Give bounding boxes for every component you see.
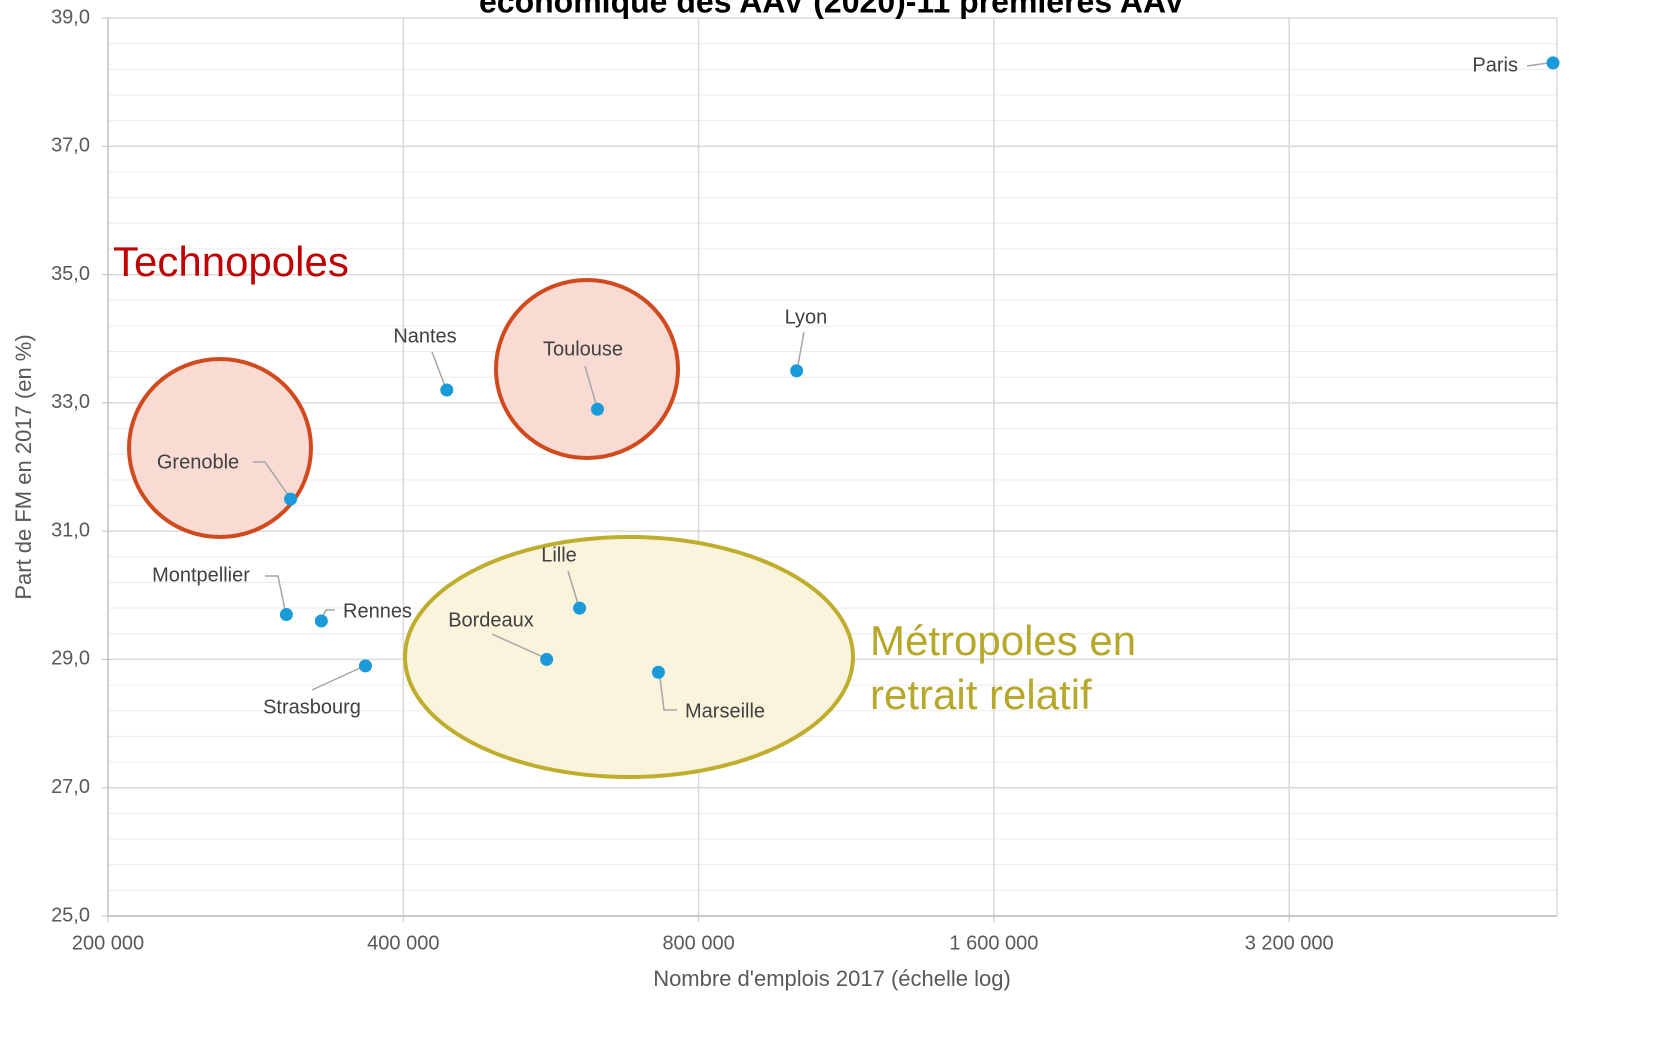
y-tick-label: 37,0 xyxy=(51,135,90,157)
leader-line xyxy=(567,570,579,605)
point xyxy=(279,608,293,622)
grid xyxy=(102,17,1558,922)
x-tick-label: 3 200 000 xyxy=(1245,932,1334,954)
leader-line xyxy=(1526,62,1549,67)
leader-line xyxy=(311,667,361,691)
y-tick-label: 31,0 xyxy=(51,519,90,541)
point-label: Strasbourg xyxy=(263,696,361,718)
point xyxy=(651,665,665,679)
point xyxy=(573,601,587,615)
y-tick-label: 25,0 xyxy=(51,904,90,926)
leader-line xyxy=(265,575,286,611)
leader-line xyxy=(431,351,446,387)
x-axis-label: Nombre d'emplois 2017 (échelle log) xyxy=(653,966,1011,991)
x-tick-label: 800 000 xyxy=(662,932,734,954)
point-label: Grenoble xyxy=(157,451,239,473)
point xyxy=(440,383,454,397)
point-label: Lille xyxy=(541,544,577,566)
point-label: Lyon xyxy=(785,306,828,328)
y-tick-label: 29,0 xyxy=(51,648,90,670)
y-tick-label: 35,0 xyxy=(51,263,90,285)
toulouse-circle xyxy=(494,278,680,460)
leader-line xyxy=(491,633,544,658)
annotation: Technopoles xyxy=(113,238,349,285)
point-label: Rennes xyxy=(343,600,412,622)
point xyxy=(1546,56,1560,70)
leader-line xyxy=(584,365,597,405)
x-tick-label: 200 000 xyxy=(72,932,144,954)
x-tick-label: 1 600 000 xyxy=(949,932,1038,954)
point xyxy=(284,492,298,506)
point-label: Toulouse xyxy=(543,338,623,360)
y-tick-label: 33,0 xyxy=(51,391,90,413)
point-label: Montpellier xyxy=(152,564,250,586)
annotation: Métropoles en xyxy=(870,617,1136,664)
y-tick-label: 27,0 xyxy=(51,776,90,798)
leader-line xyxy=(659,677,677,711)
point-label: Paris xyxy=(1472,54,1518,76)
chart-title: économique des AAV (2020)-11 premières A… xyxy=(479,0,1186,19)
point xyxy=(590,402,604,416)
leader-line xyxy=(797,331,805,366)
x-tick-label: 400 000 xyxy=(367,932,439,954)
point xyxy=(540,652,554,666)
metropoles-ellipse xyxy=(403,535,855,779)
annotation: retrait relatif xyxy=(870,671,1092,718)
technopoles-circle xyxy=(127,357,313,539)
point-label: Nantes xyxy=(393,325,456,347)
point xyxy=(790,364,804,378)
point-label: Marseille xyxy=(685,700,765,722)
point xyxy=(314,614,328,628)
y-axis-label: Part de FM en 2017 (en %) xyxy=(11,334,36,599)
leader-line xyxy=(253,461,289,496)
y-tick-label: 39,0 xyxy=(51,6,90,28)
point-label: Bordeaux xyxy=(448,609,534,631)
point xyxy=(358,659,372,673)
